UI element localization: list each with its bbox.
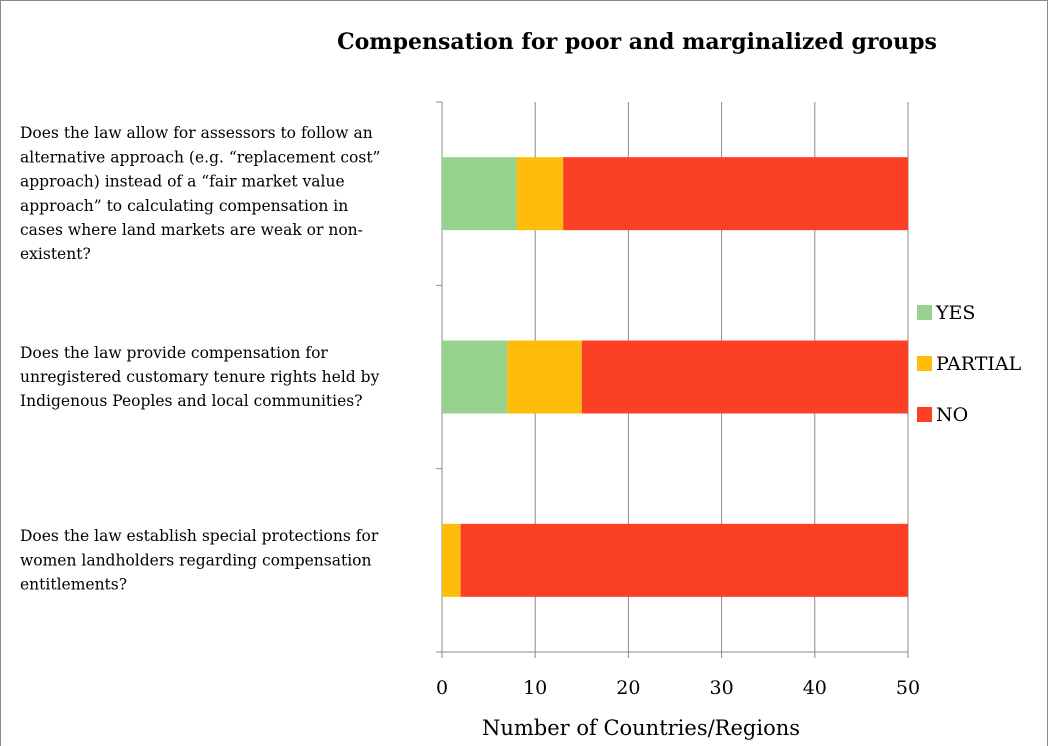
category-label-line: Does the law establish special protectio… <box>20 527 379 545</box>
category-labels: Does the law allow for assessors to foll… <box>20 124 380 593</box>
legend-label-no: NO <box>936 404 968 426</box>
legend-swatch-yes <box>917 305 932 320</box>
category-label-line: approach) instead of a “fair market valu… <box>20 173 345 191</box>
category-label: Does the law provide compensation for unr… <box>20 344 380 410</box>
category-label-line: Does the law provide compensation for <box>20 344 328 362</box>
x-tick-label: 0 <box>436 677 448 699</box>
x-axis-title: Number of Countries/Regions <box>482 716 800 740</box>
legend-swatch-partial <box>917 356 932 371</box>
legend-swatch-no <box>917 407 932 422</box>
bar-yes <box>442 157 517 231</box>
bar-partial <box>516 157 564 231</box>
x-tick-label: 30 <box>710 677 734 699</box>
category-label-line: approach” to calculating compensation in <box>20 197 348 215</box>
chart-title: Compensation for poor and marginalized g… <box>337 29 937 55</box>
category-label-line: alternative approach (e.g. “replacement … <box>20 148 380 166</box>
legend-label-yes: YES <box>935 302 975 324</box>
bar-no <box>581 340 908 414</box>
x-tick-label: 40 <box>803 677 827 699</box>
bar-yes <box>442 340 508 414</box>
category-label-line: Does the law allow for assessors to foll… <box>20 124 373 142</box>
bars <box>442 157 908 597</box>
category-label-line: cases where land markets are weak or non… <box>20 221 363 239</box>
x-tick-labels: 0 10 20 30 40 50 <box>436 677 920 699</box>
category-label-line: Indigenous Peoples and local communities… <box>20 392 363 410</box>
bar-partial <box>442 523 461 597</box>
category-label: Does the law allow for assessors to foll… <box>20 124 380 263</box>
x-tick-label: 50 <box>896 677 920 699</box>
bar-no <box>563 157 908 231</box>
bar-partial <box>507 340 582 414</box>
legend: YES PARTIAL NO <box>917 302 1022 426</box>
x-tick-label: 10 <box>523 677 547 699</box>
category-label-line: entitlements? <box>20 576 127 594</box>
category-label-line: women landholders regarding compensation <box>20 551 372 569</box>
category-label-line: unregistered customary tenure rights hel… <box>20 368 380 386</box>
legend-label-partial: PARTIAL <box>936 353 1022 375</box>
category-label: Does the law establish special protectio… <box>20 527 379 593</box>
category-label-line: existent? <box>20 245 91 263</box>
x-tick-label: 20 <box>616 677 640 699</box>
bar-no <box>460 523 908 597</box>
